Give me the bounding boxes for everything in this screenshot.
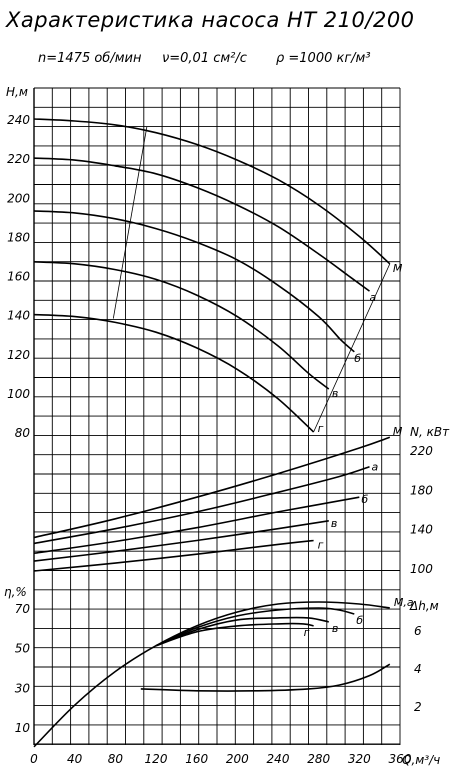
subtitle-viscosity: ν=0,01 см²/с xyxy=(162,51,247,66)
power-axis-label: N, кВт xyxy=(410,425,450,439)
npsh-tick-label: 4 xyxy=(414,662,422,676)
tick-labels: 0 40 80 120 160 200 240 280 320 360 80 100 120 140 160… xyxy=(7,113,433,766)
subtitle-speed: n=1475 об/мин xyxy=(38,51,142,66)
power-curve-label: в xyxy=(331,517,337,530)
efficiency-tick-label: 70 xyxy=(15,602,31,616)
npsh-tick-label: 6 xyxy=(414,624,422,638)
npsh-curve-1 xyxy=(140,663,391,692)
power-curve-label: М xyxy=(393,425,403,438)
x-tick-label: 120 xyxy=(145,752,168,766)
power-tick-label: 180 xyxy=(410,483,433,497)
efficiency-curve-3 xyxy=(155,616,329,647)
head-tick-label: 220 xyxy=(7,152,30,166)
x-tick-label: 200 xyxy=(226,752,249,766)
head-curve-5 xyxy=(33,313,315,433)
chart-grid xyxy=(33,87,401,745)
head-curve-label: а xyxy=(370,291,377,304)
head-curve-label: б xyxy=(354,352,361,365)
head-curve-2 xyxy=(33,157,370,292)
efficiency-tick-label: 50 xyxy=(15,642,31,656)
x-tick-label: 0 xyxy=(30,752,38,766)
head-tick-label: 160 xyxy=(7,270,30,284)
efficiency-tick-label: 30 xyxy=(15,681,31,695)
chart-curves xyxy=(33,118,391,748)
power-curve-5 xyxy=(33,539,314,572)
efficiency-curve-1 xyxy=(33,601,390,748)
chart-title: Характеристика насоса НТ 210/200 xyxy=(5,8,415,32)
head-curve-label: в xyxy=(332,387,338,400)
head-tick-label: 140 xyxy=(7,309,30,323)
power-curve-label: б xyxy=(361,493,368,506)
efficiency-tick-label: 10 xyxy=(15,721,31,735)
head-tick-label: 80 xyxy=(15,426,31,440)
x-tick-label: 160 xyxy=(185,752,208,766)
head-tick-label: 200 xyxy=(7,191,30,205)
head-curve-label: М xyxy=(393,262,403,275)
power-tick-label: 140 xyxy=(410,523,433,537)
power-curve-4 xyxy=(33,520,329,562)
efficiency-curve-2 xyxy=(155,607,355,647)
x-tick-label: 240 xyxy=(267,752,290,766)
efficiency-curve-label: М,а xyxy=(394,596,414,609)
x-tick-label: 280 xyxy=(307,752,330,766)
head-tick-label: 100 xyxy=(7,387,30,401)
efficiency-curve-label: в xyxy=(332,622,338,635)
head-tick-label: 240 xyxy=(7,113,30,127)
x-tick-label: 40 xyxy=(67,752,83,766)
efficiency-curve-label: г xyxy=(304,626,310,639)
x-tick-label: 80 xyxy=(108,752,124,766)
npsh-tick-label: 2 xyxy=(414,700,422,714)
head-curve-label: г xyxy=(318,422,324,435)
power-curve-3 xyxy=(33,496,360,555)
power-tick-label: 100 xyxy=(410,562,433,576)
head-curve-1 xyxy=(33,118,391,265)
power-curve-label: г xyxy=(318,538,324,551)
x-axis-label: Q,м³/ч xyxy=(402,753,440,767)
npsh-axis-label: Δh,м xyxy=(409,599,439,613)
head-tick-label: 120 xyxy=(7,348,30,362)
working-zone-boundary-left xyxy=(112,126,148,319)
working-zone-boundary-right xyxy=(313,263,391,433)
head-tick-label: 180 xyxy=(7,230,30,244)
power-curve-2 xyxy=(33,465,370,545)
power-curve-label: а xyxy=(372,461,379,474)
x-tick-label: 320 xyxy=(348,752,371,766)
efficiency-curve-4 xyxy=(155,622,314,647)
x-tick-label: 360 xyxy=(389,752,412,766)
subtitle-density: ρ =1000 кг/м³ xyxy=(276,51,371,66)
head-axis-label: H,м xyxy=(6,85,28,99)
efficiency-axis-label: η,% xyxy=(4,585,27,599)
efficiency-curve-label: б xyxy=(356,614,363,627)
power-curve-1 xyxy=(33,436,391,539)
head-curve-3 xyxy=(33,210,355,353)
power-tick-label: 220 xyxy=(410,444,433,458)
head-curve-4 xyxy=(33,261,330,390)
